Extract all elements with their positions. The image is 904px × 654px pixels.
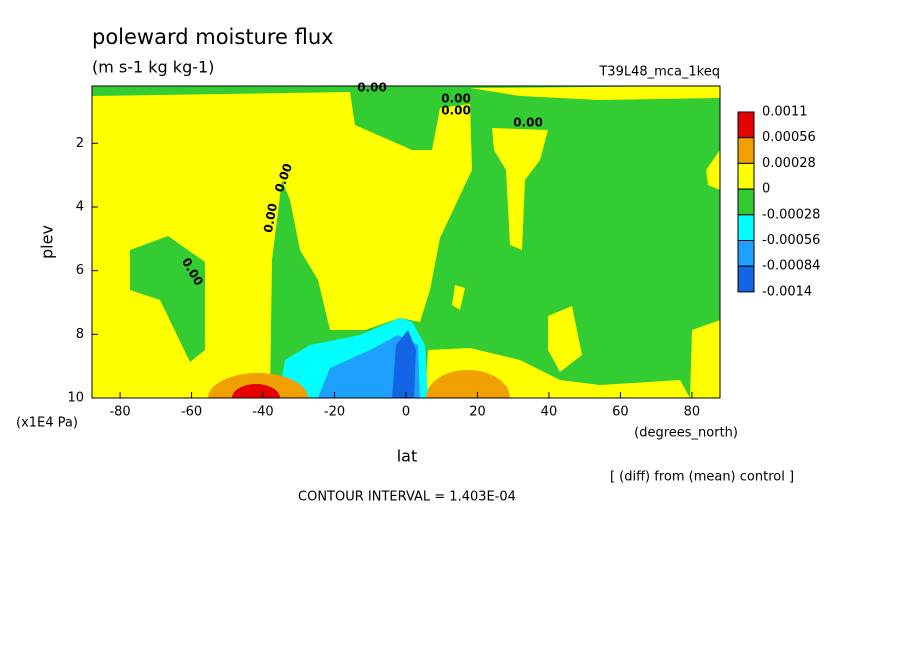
x-axis-label: lat	[397, 447, 418, 466]
colorbar-box	[737, 265, 755, 293]
x-tick-label: -80	[109, 405, 130, 420]
y-units: (x1E4 Pa)	[16, 416, 78, 431]
y-tick-label: 10	[67, 391, 84, 406]
y-tick-label: 8	[76, 327, 84, 342]
contour-label: 0.00	[441, 104, 471, 118]
colorbar-label: -0.0014	[762, 284, 812, 299]
subtitle: (m s-1 kg kg-1)	[92, 58, 214, 77]
contour-label: 0.00	[261, 202, 280, 234]
colorbar-box	[737, 137, 755, 164]
x-tick-label: 40	[541, 405, 558, 420]
contour-label: 0.00	[357, 81, 387, 95]
y-tick-label: 4	[76, 199, 84, 214]
x-units: (degrees_north)	[634, 426, 738, 441]
x-tick-label: -60	[181, 405, 202, 420]
fill-yellow	[690, 320, 720, 398]
y-tick-label: 6	[76, 263, 84, 278]
fill-yellow	[470, 86, 720, 100]
colorbar-label: -0.00028	[762, 207, 820, 222]
x-tick-label: 0	[402, 405, 410, 420]
y-axis-label: plev	[38, 225, 57, 259]
contour-label: 0.00	[513, 116, 543, 130]
colorbar-label: 0.00056	[762, 130, 816, 145]
x-tick-label: 60	[612, 405, 629, 420]
colorbar-label: -0.00056	[762, 233, 820, 248]
contour-fills	[92, 86, 720, 428]
contour-label: 0.00	[441, 92, 471, 106]
colorbar-box	[737, 188, 755, 216]
fill-yellow	[452, 285, 465, 310]
dataset-label: T39L48_mca_1keq	[598, 65, 720, 80]
colorbar-label: 0.0011	[762, 105, 808, 120]
fill-yellow	[706, 150, 720, 190]
y-tick-label: 2	[76, 136, 84, 151]
fill-yellow	[548, 306, 582, 372]
note: [ (diff) from (mean) control ]	[610, 470, 794, 485]
colorbar-label: -0.00084	[762, 259, 820, 274]
note: CONTOUR INTERVAL = 1.403E-04	[298, 490, 516, 505]
fill-green	[130, 236, 205, 362]
colorbar-box	[737, 214, 755, 242]
x-tick-label: -40	[252, 405, 273, 420]
chart-title: poleward moisture flux	[92, 25, 334, 49]
x-tick-label: 20	[469, 405, 486, 420]
colorbar-box	[737, 240, 755, 267]
x-tick-label: -20	[324, 405, 345, 420]
colorbar-label: 0	[762, 182, 770, 197]
fill-yellow	[120, 128, 275, 365]
colorbar-box	[737, 162, 755, 190]
colorbar-box	[737, 111, 755, 139]
colorbar-label: 0.00028	[762, 156, 816, 171]
fill-yellow	[492, 128, 548, 250]
x-tick-label: 80	[684, 405, 701, 420]
clip	[92, 398, 720, 428]
fill-dark-blue	[392, 330, 416, 398]
